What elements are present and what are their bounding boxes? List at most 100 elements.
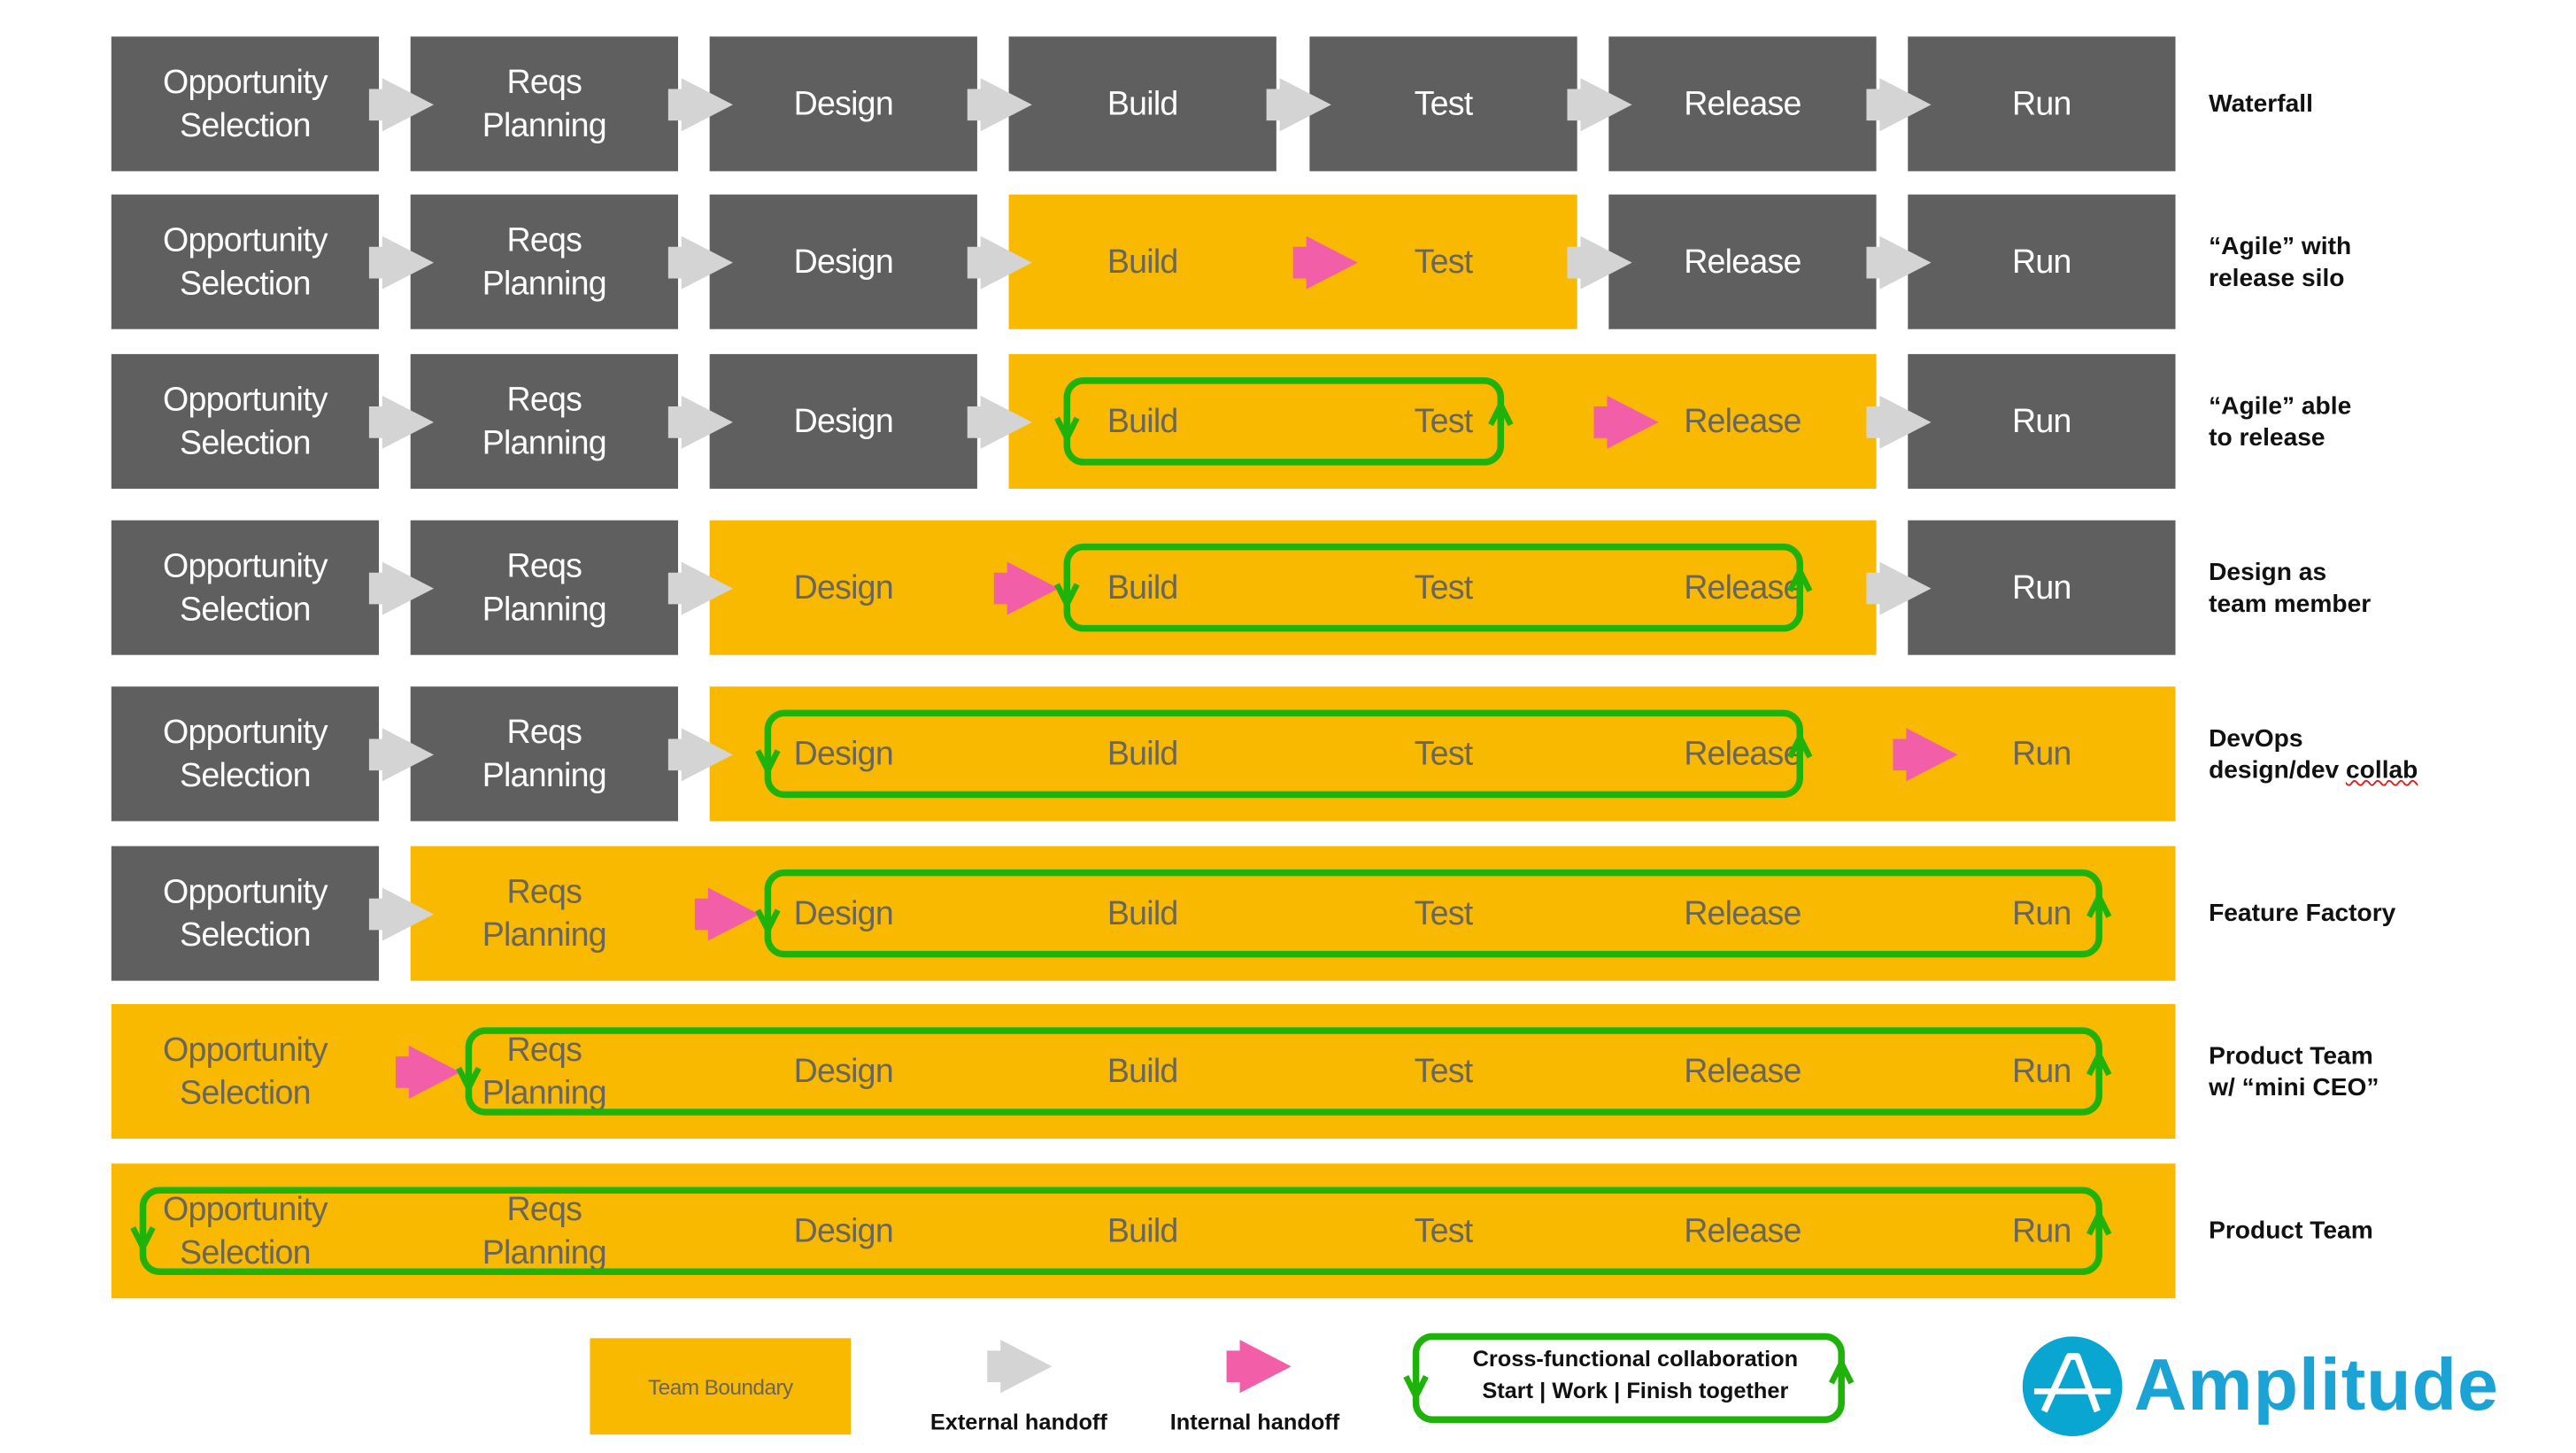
row-label: Waterfall — [2209, 89, 2313, 119]
stage-label: Opportunity Selection — [162, 1031, 328, 1112]
stage-label: Test — [1414, 1053, 1474, 1090]
legend-team-boundary: Team Boundary — [590, 1338, 852, 1435]
stage-label: Run — [2012, 894, 2071, 932]
stage-label: Test — [1414, 403, 1474, 440]
external-handoff-arrow-icon — [667, 560, 733, 614]
stage-box — [709, 36, 977, 172]
row-label-line1: DevOps — [2209, 723, 2303, 753]
stage-label: Opportunity Selection — [162, 873, 328, 954]
stage-box — [410, 353, 678, 489]
stage-label: Build — [1107, 85, 1179, 122]
internal-handoff-arrow-icon — [694, 886, 760, 940]
stage-label: Run — [2012, 735, 2071, 773]
external-handoff-arrow-icon — [1266, 77, 1331, 131]
external-handoff-arrow-icon — [368, 394, 435, 448]
legend-external-handoff-label: External handoff — [929, 1410, 1107, 1435]
stage-box — [1309, 36, 1577, 172]
legend-team-boundary-label: Team Boundary — [648, 1373, 793, 1399]
stage-label: Design — [793, 403, 894, 440]
external-handoff-arrow-icon — [667, 727, 733, 781]
legend-collaboration-loop-icon — [1403, 1333, 1855, 1424]
external-handoff-arrow-icon — [368, 77, 435, 131]
row-label: “Agile” able to release — [2209, 391, 2352, 452]
stage-box — [709, 194, 977, 329]
external-handoff-arrow-icon — [1866, 235, 1932, 289]
collaboration-loop — [755, 709, 1813, 799]
stage-label: Reqs Planning — [482, 1031, 607, 1112]
stage-label: Release — [1684, 894, 1801, 932]
stage-label: Reqs Planning — [482, 64, 607, 144]
stage-label: Build — [1107, 735, 1179, 773]
row-label: DevOps design/dev collab — [2209, 686, 2418, 821]
stage-label: Run — [2012, 85, 2071, 122]
stage-box — [1608, 36, 1877, 172]
collaboration-loop — [1054, 377, 1514, 466]
stage-label: Release — [1684, 403, 1801, 440]
stage-label: Test — [1414, 1212, 1474, 1249]
stage-label: Build — [1107, 403, 1179, 440]
team-boundary — [1008, 353, 1877, 489]
stage-label: Design — [793, 569, 894, 607]
external-handoff-arrow-icon — [368, 727, 435, 781]
team-boundary — [709, 520, 1877, 655]
collaboration-loop — [1054, 543, 1813, 632]
stage-label: Design — [793, 1212, 894, 1249]
stage-label: Opportunity Selection — [162, 714, 328, 794]
stage-box — [1908, 36, 2176, 172]
external-handoff-arrow-icon — [987, 1340, 1053, 1394]
stage-label: Reqs Planning — [482, 547, 607, 628]
legend-collab-line1: Cross-functional collaboration — [1472, 1346, 1799, 1372]
stage-label: Test — [1414, 85, 1474, 122]
stage-label: Design — [793, 1053, 894, 1090]
external-handoff-arrow-icon — [967, 77, 1032, 131]
stage-label: Design — [793, 243, 894, 281]
external-handoff-arrow-icon — [368, 235, 435, 289]
stage-label: Test — [1414, 735, 1474, 773]
stage-label: Opportunity Selection — [162, 547, 328, 628]
stage-box — [111, 194, 380, 329]
stage-box — [111, 353, 380, 489]
stage-label: Release — [1684, 243, 1801, 281]
external-handoff-arrow-icon — [967, 394, 1032, 448]
stage-label: Run — [2012, 243, 2071, 281]
stage-label: Design — [793, 735, 894, 773]
stage-box — [410, 520, 678, 655]
stage-box — [410, 194, 678, 329]
legend-internal-handoff-label: Internal handoff — [1169, 1410, 1340, 1435]
amplitude-logo-icon — [2022, 1336, 2123, 1437]
stage-label: Build — [1107, 1053, 1179, 1090]
external-handoff-arrow-icon — [368, 886, 435, 940]
stage-box — [111, 846, 380, 981]
row-label-line2: design/dev — [2209, 755, 2347, 784]
external-handoff-arrow-icon — [667, 235, 733, 289]
stage-label: Opportunity Selection — [162, 221, 328, 302]
stage-box — [410, 36, 678, 172]
stage-label: Reqs Planning — [482, 1191, 607, 1271]
stage-box — [111, 520, 380, 655]
stage-label: Opportunity Selection — [162, 381, 328, 461]
row-label-spellcheck-word: collab — [2346, 755, 2418, 784]
external-handoff-arrow-icon — [1866, 560, 1932, 614]
internal-handoff-arrow-icon — [395, 1044, 461, 1099]
stage-label: Release — [1684, 569, 1801, 607]
row-label-text: DevOps design/dev collab — [2209, 723, 2418, 785]
row-label: Product Team — [2209, 1217, 2373, 1246]
stage-label: Run — [2012, 569, 2071, 607]
external-handoff-arrow-icon — [967, 235, 1032, 289]
stage-label: Reqs Planning — [482, 221, 607, 302]
stage-box — [1908, 520, 2176, 655]
external-handoff-arrow-icon — [368, 560, 435, 614]
stage-label: Reqs Planning — [482, 873, 607, 954]
stage-label: Build — [1107, 894, 1179, 932]
stage-box — [1008, 36, 1276, 172]
stage-label: Test — [1414, 243, 1474, 281]
stage-label: Opportunity Selection — [162, 1191, 328, 1271]
stage-label: Build — [1107, 569, 1179, 607]
stage-label: Test — [1414, 894, 1474, 932]
stage-box — [1908, 353, 2176, 489]
row-label: Design as team member — [2209, 557, 2372, 618]
collaboration-loop — [755, 869, 2112, 958]
stage-box — [709, 353, 977, 489]
row-label: Product Team w/ “mini CEO” — [2209, 1041, 2379, 1101]
